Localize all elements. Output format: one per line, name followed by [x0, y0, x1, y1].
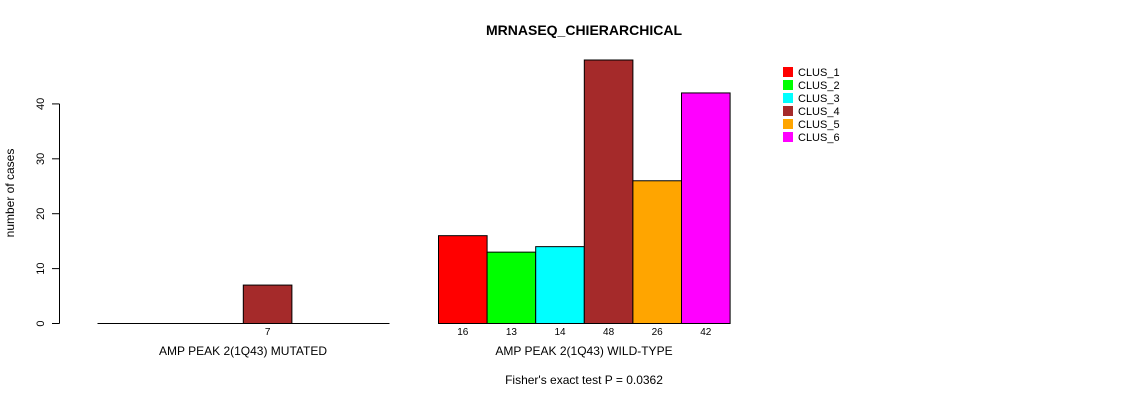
bar-data-label: 13	[506, 327, 518, 338]
legend-item: CLUS_1	[783, 67, 840, 79]
y-tick-label: 30	[35, 153, 47, 165]
y-tick-label: 10	[35, 262, 47, 274]
group-panel: 16 13 14 48 26 42 AMP PEAK 2(1Q43) WILD-TYPE	[438, 59, 731, 358]
legend-label: CLUS_4	[798, 106, 840, 118]
chart-panels: 7 AMP PEAK 2(1Q43) MUTATED 16 13 14 48 26 42 AMP…	[97, 59, 731, 358]
legend-label: CLUS_6	[798, 132, 840, 144]
bar	[438, 235, 488, 325]
bar	[681, 92, 731, 324]
legend-item: CLUS_3	[783, 93, 840, 105]
legend-item: CLUS_2	[783, 80, 840, 92]
bar-data-label: 16	[457, 327, 469, 338]
y-axis-label: number of cases	[3, 149, 17, 238]
bar-data-label: 26	[652, 327, 664, 338]
legend-swatch	[783, 67, 793, 77]
legend-item: CLUS_4	[783, 106, 840, 118]
bar-data-label: 14	[554, 327, 566, 338]
group-panel: 7 AMP PEAK 2(1Q43) MUTATED	[97, 284, 390, 358]
group-label: AMP PEAK 2(1Q43) WILD-TYPE	[495, 344, 672, 358]
legend-label: CLUS_5	[798, 119, 840, 131]
bar-data-label: 7	[265, 327, 271, 338]
footnote: Fisher's exact test P = 0.0362	[505, 373, 663, 387]
legend-item: CLUS_6	[783, 132, 840, 144]
group-label: AMP PEAK 2(1Q43) MUTATED	[159, 344, 327, 358]
legend-label: CLUS_1	[798, 67, 840, 79]
bar	[486, 251, 537, 325]
legend-swatch	[783, 132, 793, 142]
y-tick-label: 20	[35, 208, 47, 220]
bar-data-label: 42	[700, 327, 712, 338]
bar	[242, 284, 293, 324]
legend-swatch	[783, 106, 793, 116]
bar-data-label: 48	[603, 327, 615, 338]
legend-swatch	[783, 119, 793, 129]
legend-label: CLUS_3	[798, 93, 840, 105]
legend-swatch	[783, 93, 793, 103]
bar	[583, 59, 634, 324]
y-tick-label: 40	[35, 98, 47, 110]
legend-label: CLUS_2	[798, 80, 840, 92]
chart-title: MRNASEQ_CHIERARCHICAL	[486, 22, 682, 38]
legend-swatch	[783, 80, 793, 90]
bar	[535, 246, 585, 324]
y-axis: 0 10 20 30 40	[35, 98, 60, 327]
y-tick-label: 0	[35, 320, 47, 326]
legend-item: CLUS_5	[783, 119, 840, 131]
bar	[632, 180, 683, 324]
